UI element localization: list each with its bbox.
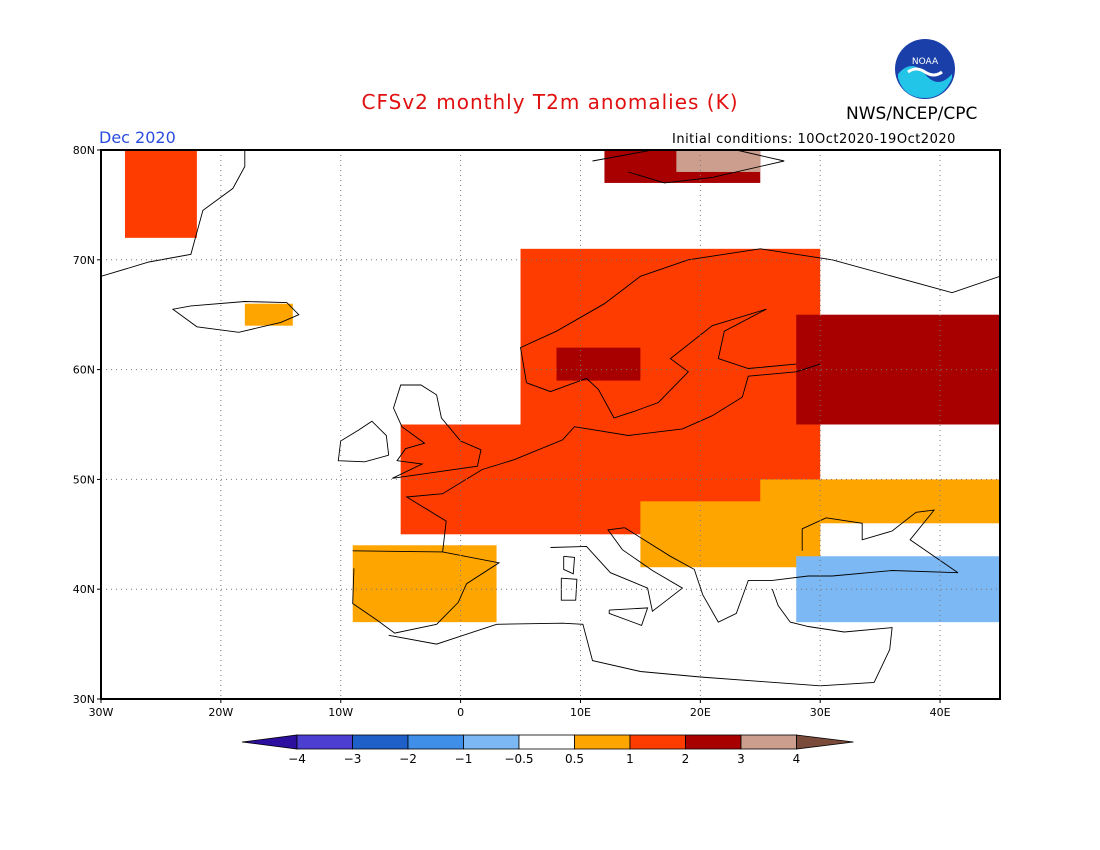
coastline-12 — [592, 150, 785, 184]
colorbar: −4 −3 −2 −1 −0.5 0.5 1 2 3 4 — [241, 734, 854, 766]
coastline-14 — [563, 555, 575, 575]
coastline-2 — [526, 308, 797, 419]
anomaly-region-2 — [676, 150, 761, 172]
colorbar-max-arrow — [796, 734, 854, 750]
lon-tick-label: 0 — [457, 706, 464, 719]
coastline-10 — [171, 301, 300, 333]
lat-tick-label: 40N — [73, 583, 95, 596]
anomaly-region-0 — [124, 150, 197, 238]
colorbar-label: 3 — [737, 752, 745, 766]
anomaly-region-5 — [556, 347, 641, 381]
lat-tick-label: 80N — [73, 144, 95, 157]
anomaly-region-8 — [352, 545, 497, 623]
colorbar-segment — [518, 734, 575, 750]
coastline-15 — [608, 607, 649, 626]
forecast-month-label: Dec 2020 — [99, 128, 176, 147]
lat-tick-label: 60N — [73, 364, 95, 377]
coastline-6 — [388, 589, 893, 687]
colorbar-segment — [352, 734, 409, 750]
lon-tick-label: 30E — [810, 706, 831, 719]
lon-tick-label: 20W — [208, 706, 233, 719]
colorbar-segment — [740, 734, 797, 750]
colorbar-label: 4 — [793, 752, 801, 766]
colorbar-segment — [685, 734, 742, 750]
map-title: CFSv2 monthly T2m anomalies (K) — [361, 90, 739, 114]
colorbar-min-arrow — [241, 734, 298, 750]
coastline-9 — [337, 420, 390, 463]
lon-tick-label: 40E — [930, 706, 951, 719]
coastline-1 — [405, 363, 821, 552]
anomaly-cells — [124, 150, 1000, 623]
colorbar-label: −0.5 — [504, 752, 533, 766]
colorbar-label: −2 — [399, 752, 417, 766]
map-frame — [100, 149, 1001, 700]
coastline-11 — [101, 150, 246, 277]
coastline-13 — [560, 577, 578, 601]
colorbar-segment — [629, 734, 686, 750]
colorbar-label: 2 — [682, 752, 690, 766]
lon-tick-label: 20E — [690, 706, 711, 719]
colorbar-label: −3 — [344, 752, 362, 766]
colorbar-segment — [407, 734, 464, 750]
anomaly-region-3 — [244, 303, 293, 326]
coastline-0 — [352, 550, 501, 634]
coastline-8 — [392, 384, 482, 479]
coastline-7 — [801, 509, 959, 574]
longitude-axis: 30W 20W 10W 0 10E 20E 30E 40E — [89, 699, 951, 719]
lat-tick-label: 30N — [73, 693, 95, 706]
lon-tick-label: 30W — [89, 706, 114, 719]
lat-tick-label: 50N — [73, 473, 95, 486]
coastline-5 — [624, 527, 959, 623]
colorbar-segment — [296, 734, 353, 750]
lon-tick-label: 10W — [328, 706, 353, 719]
colorbar-label: −4 — [288, 752, 306, 766]
coastline-4 — [550, 527, 684, 612]
anomaly-region-10 — [760, 479, 1000, 524]
anomaly-region-4 — [520, 248, 821, 425]
lat-tick-label: 70N — [73, 254, 95, 267]
colorbar-label: 1 — [626, 752, 634, 766]
colorbar-segment — [463, 734, 520, 750]
lon-tick-label: 10E — [570, 706, 591, 719]
colorbar-segment — [574, 734, 631, 750]
latitude-axis: 80N 70N 60N 50N 40N 30N — [73, 144, 101, 706]
coastlines — [101, 150, 1000, 687]
noaa-logo: NOAA — [895, 39, 955, 99]
coastline-3 — [519, 248, 1000, 383]
colorbar-label: 0.5 — [565, 752, 584, 766]
logo-text: NOAA — [912, 57, 939, 67]
agency-label: NWS/NCEP/CPC — [846, 104, 978, 124]
colorbar-label: −1 — [455, 752, 473, 766]
initial-conditions-label: Initial conditions: 10Oct2020-19Oct2020 — [672, 132, 956, 147]
